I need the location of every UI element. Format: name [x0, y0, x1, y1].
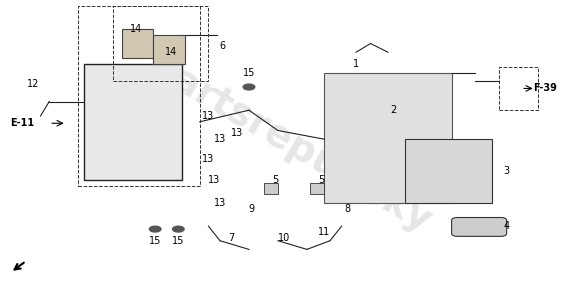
- Text: 3: 3: [504, 166, 510, 176]
- Text: 9: 9: [249, 204, 255, 214]
- Text: 14: 14: [164, 47, 177, 57]
- Text: 11: 11: [318, 227, 331, 237]
- Text: 13: 13: [202, 155, 215, 164]
- Circle shape: [149, 226, 161, 232]
- Text: 1: 1: [353, 59, 359, 69]
- Circle shape: [243, 84, 255, 90]
- Text: 14: 14: [130, 24, 142, 34]
- Text: 15: 15: [149, 236, 162, 246]
- FancyBboxPatch shape: [324, 72, 452, 203]
- Text: 15: 15: [243, 68, 255, 77]
- FancyBboxPatch shape: [310, 183, 324, 194]
- FancyBboxPatch shape: [264, 183, 278, 194]
- FancyBboxPatch shape: [122, 29, 153, 58]
- Text: F-39: F-39: [533, 84, 558, 93]
- Text: 15: 15: [172, 236, 185, 246]
- Text: 13: 13: [214, 198, 226, 208]
- FancyBboxPatch shape: [405, 139, 492, 203]
- FancyBboxPatch shape: [84, 64, 182, 180]
- Circle shape: [173, 226, 184, 232]
- Text: 13: 13: [214, 134, 226, 144]
- Text: 5: 5: [318, 175, 324, 185]
- Text: E-11: E-11: [10, 118, 34, 128]
- Text: 4: 4: [504, 221, 510, 231]
- Text: 5: 5: [272, 175, 278, 185]
- Text: 13: 13: [202, 111, 215, 121]
- Text: 13: 13: [231, 128, 244, 138]
- Text: 7: 7: [229, 233, 234, 243]
- Text: 2: 2: [391, 105, 397, 115]
- Text: 10: 10: [277, 233, 290, 243]
- Text: Partsrepubliky: Partsrepubliky: [141, 48, 438, 242]
- FancyBboxPatch shape: [452, 218, 507, 236]
- FancyBboxPatch shape: [153, 35, 185, 64]
- Text: 12: 12: [27, 79, 40, 89]
- Text: 13: 13: [208, 175, 221, 185]
- Text: 8: 8: [345, 204, 350, 214]
- Text: 6: 6: [220, 41, 226, 51]
